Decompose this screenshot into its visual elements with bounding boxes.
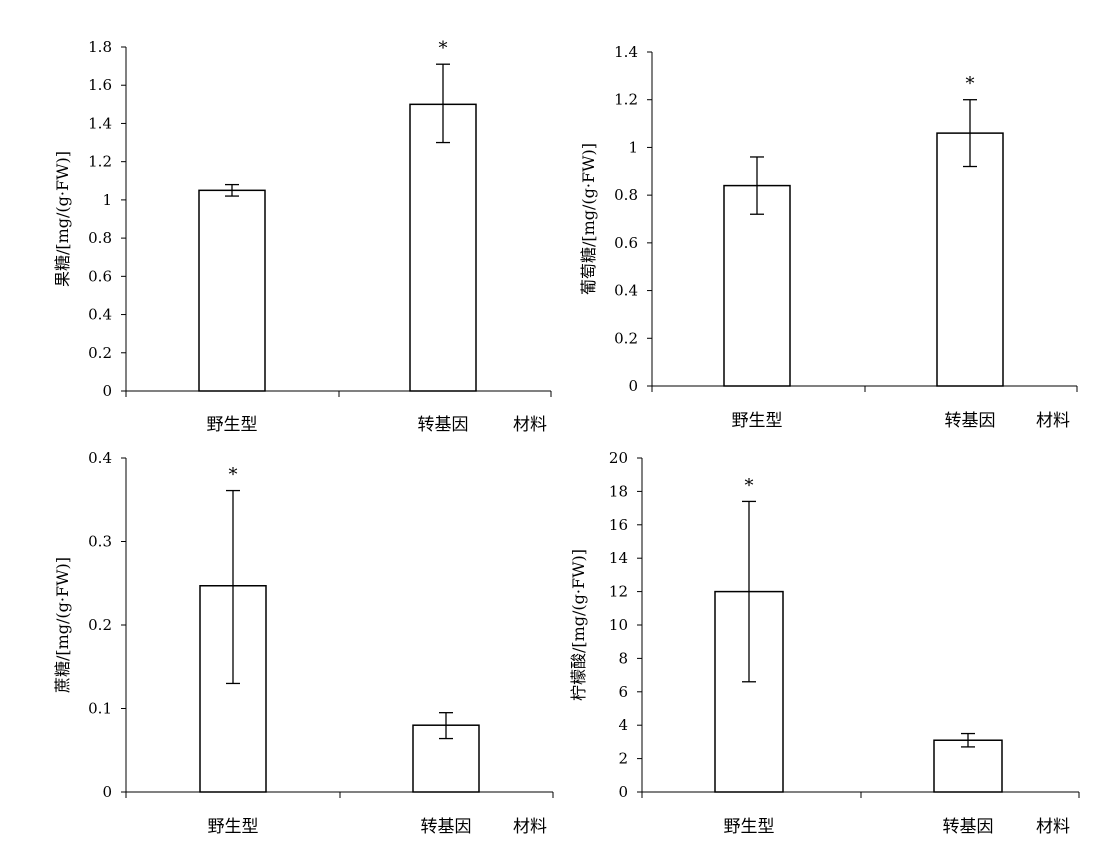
y-tick-label: 2 [618, 750, 628, 768]
y-axis-label: 葡萄糖/[mg/(g·FW)] [579, 143, 598, 295]
chart-panel-3: 0 0.1 0.2 0.3 0.4 * 野生型 转基因 材料 蔗糖/[mg/(g·FW)] [53, 449, 554, 837]
significance-mark: * [966, 74, 975, 95]
y-tick-label: 6 [618, 683, 628, 701]
y-tick-label: 1.8 [88, 38, 112, 56]
y-tick-label: 0 [102, 382, 112, 400]
y-tick-label: 16 [609, 516, 628, 534]
x-axis-label: 材料 [1036, 817, 1070, 837]
y-axis-label: 果糖/[mg/(g·FW)] [53, 151, 72, 287]
x-axis-label: 材料 [513, 415, 547, 435]
significance-mark: * [229, 465, 238, 486]
category-label: 转基因 [421, 817, 472, 837]
significance-mark: * [745, 475, 754, 496]
y-tick-label: 0.2 [614, 329, 638, 347]
category-label: 野生型 [207, 415, 258, 435]
y-tick-label: 0.6 [614, 234, 638, 252]
y-tick-label: 8 [618, 649, 628, 667]
y-tick-label: 0.3 [88, 533, 112, 551]
y-tick-label: 1.4 [614, 43, 638, 61]
bar-transgenic [936, 132, 1004, 387]
y-tick-label: 0.1 [88, 700, 112, 718]
y-tick-label: 1 [628, 138, 638, 156]
y-tick-label: 1.2 [88, 153, 112, 171]
y-tick-label: 0.4 [614, 282, 638, 300]
category-label: 野生型 [732, 411, 783, 431]
y-tick-label: 0.2 [88, 616, 112, 634]
y-axis-label: 柠檬酸/[mg/(g·FW)] [569, 549, 588, 701]
y-tick-label: 1.4 [88, 114, 112, 132]
chart-panel-2: 0 0.2 0.4 0.6 0.8 1 1.2 1.4 野生型 * 转基因 材料 葡萄糖/[mg/(g·… [579, 43, 1078, 431]
category-label: 转基因 [945, 411, 996, 431]
y-tick-label: 20 [609, 449, 628, 467]
category-label: 转基因 [418, 415, 469, 435]
y-tick-label: 14 [609, 549, 628, 567]
y-tick-label: 1.6 [88, 76, 112, 94]
y-tick-label: 0 [618, 783, 628, 801]
y-tick-label: 0 [628, 377, 638, 395]
x-axis-label: 材料 [513, 817, 547, 837]
y-tick-label: 18 [609, 482, 628, 500]
bar-transgenic [933, 739, 1003, 793]
x-axis-label: 材料 [1036, 411, 1070, 431]
y-tick-label: 0.4 [88, 306, 112, 324]
y-axis-label: 蔗糖/[mg/(g·FW)] [53, 557, 72, 693]
category-label: 野生型 [724, 817, 775, 837]
category-label: 野生型 [208, 817, 259, 837]
bar-wild-type [723, 184, 791, 387]
y-tick-label: 0.4 [88, 449, 112, 467]
y-tick-label: 0.8 [614, 186, 638, 204]
y-tick-label: 0 [102, 783, 112, 801]
category-label: 转基因 [943, 817, 994, 837]
y-tick-label: 12 [609, 583, 628, 601]
significance-mark: * [439, 38, 448, 59]
y-tick-label: 1 [102, 191, 112, 209]
y-tick-label: 4 [618, 716, 628, 734]
y-tick-label: 1.2 [614, 91, 638, 109]
chart-panel-4: 0 2 4 6 8 10 12 14 16 18 20 * 野生型 转基因 材料 柠檬酸/[mg/(g·FW)… [569, 449, 1080, 837]
y-tick-label: 0.6 [88, 267, 112, 285]
y-tick-label: 0.8 [88, 229, 112, 247]
y-tick-label: 0.2 [88, 344, 112, 362]
y-tick-label: 10 [609, 616, 628, 634]
bar-wild-type [198, 189, 266, 392]
bar-transgenic [409, 103, 477, 392]
chart-panel-1: 0 0.2 0.4 0.6 0.8 1 1.2 1.4 1.6 1.8 野生型 * 转基因 材料 果糖/[m… [53, 38, 552, 435]
